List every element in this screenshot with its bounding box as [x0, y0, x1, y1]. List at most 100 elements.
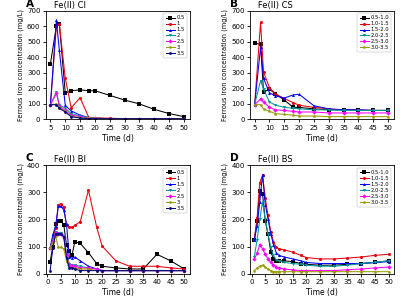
Line: 1: 1 — [48, 188, 186, 271]
2.5-3.0 — [386, 111, 390, 115]
1.5-2.0 — [372, 261, 377, 264]
0.5-1.0 — [326, 108, 331, 112]
1 — [86, 188, 91, 192]
2.0-2.5 — [261, 87, 266, 91]
3.0-3.5 — [274, 270, 279, 274]
0.5-1.0 — [271, 257, 276, 261]
1.0-1.5 — [282, 97, 287, 100]
2.5-3.0 — [274, 265, 279, 269]
2.5-3.0 — [304, 269, 309, 272]
3.5 — [114, 269, 118, 272]
1 — [67, 225, 72, 229]
1.5-2.0 — [386, 260, 391, 263]
3 — [54, 102, 59, 106]
2 — [152, 117, 157, 121]
3.0-3.5 — [386, 270, 391, 274]
X-axis label: Time (d): Time (d) — [102, 134, 134, 143]
3.0-3.5 — [255, 266, 260, 270]
0.5 — [152, 107, 157, 111]
1 — [137, 117, 142, 121]
1 — [57, 22, 62, 26]
0.5-1.0 — [331, 263, 336, 267]
1.5-2.0 — [386, 109, 390, 112]
Line: 3: 3 — [49, 103, 185, 120]
3.5 — [127, 269, 132, 272]
1.5 — [48, 103, 53, 106]
2.5 — [182, 117, 186, 121]
2.5-3.0 — [271, 263, 276, 267]
2 — [141, 269, 146, 272]
Legend: 0.5-1.0, 1.0-1.5, 1.5-2.0, 2.0-2.5, 2.5-3.0, 3.0-3.5: 0.5-1.0, 1.0-1.5, 1.5-2.0, 2.0-2.5, 2.5-… — [358, 13, 391, 52]
2.0-2.5 — [386, 259, 391, 263]
0.5 — [182, 267, 187, 271]
1.5-2.0 — [257, 200, 262, 204]
1.5 — [86, 116, 91, 119]
0.5 — [48, 260, 52, 263]
3.0-3.5 — [297, 114, 302, 118]
Line: 3.5: 3.5 — [49, 103, 185, 120]
1.0-1.5 — [258, 21, 263, 24]
3 — [78, 267, 83, 271]
2.5 — [54, 91, 59, 95]
3.5 — [168, 269, 173, 272]
3.5 — [86, 269, 91, 272]
2.5 — [92, 116, 97, 120]
2.5-3.0 — [260, 247, 265, 251]
1.5 — [107, 117, 112, 121]
2.5-3.0 — [312, 110, 316, 114]
1.5 — [94, 267, 99, 271]
3.0-3.5 — [326, 115, 331, 118]
3 — [167, 117, 172, 121]
1.5-2.0 — [341, 108, 346, 112]
1.5 — [154, 269, 159, 272]
1.5-2.0 — [326, 107, 331, 111]
3.0-3.5 — [318, 270, 322, 274]
2.5-3.0 — [298, 269, 303, 272]
0.5-1.0 — [255, 219, 260, 223]
3.0-3.5 — [260, 263, 265, 267]
1 — [62, 205, 66, 209]
2 — [182, 269, 187, 272]
3.0-3.5 — [276, 270, 281, 274]
2.0-2.5 — [266, 232, 270, 236]
0.5 — [72, 240, 77, 244]
Line: 0.5: 0.5 — [48, 219, 186, 271]
2.5-3.0 — [258, 97, 263, 101]
Text: Fe(II) BI: Fe(II) BI — [46, 155, 86, 164]
1 — [78, 96, 82, 99]
1.0-1.5 — [266, 214, 270, 217]
2 — [154, 269, 159, 272]
1.5-2.0 — [359, 262, 364, 265]
0.5-1.0 — [291, 106, 296, 109]
2.0-2.5 — [345, 263, 350, 267]
1.0-1.5 — [290, 250, 295, 254]
0.5 — [168, 259, 173, 263]
3.0-3.5 — [261, 107, 266, 111]
3 — [137, 117, 142, 121]
1.5-2.0 — [276, 254, 281, 257]
0.5 — [114, 266, 118, 270]
2 — [72, 263, 77, 267]
2.5 — [69, 113, 74, 117]
2.5-3.0 — [267, 106, 272, 109]
2.5 — [137, 117, 142, 121]
0.5-1.0 — [341, 108, 346, 112]
2.5-3.0 — [263, 252, 268, 256]
1.5 — [57, 48, 62, 52]
2.0-2.5 — [260, 200, 265, 204]
Line: 3.0-3.5: 3.0-3.5 — [253, 103, 390, 118]
2.0-2.5 — [282, 106, 287, 109]
3 — [62, 247, 66, 251]
2.0-2.5 — [263, 218, 268, 221]
1.5 — [59, 205, 64, 208]
1.0-1.5 — [372, 254, 377, 257]
2 — [122, 117, 127, 121]
0.5-1.0 — [276, 259, 281, 263]
2.5-3.0 — [261, 100, 266, 104]
0.5-1.0 — [257, 189, 262, 193]
2.5-3.0 — [291, 110, 296, 113]
1.0-1.5 — [252, 103, 257, 106]
1.5 — [70, 256, 74, 260]
1.5-2.0 — [291, 93, 296, 97]
2.5 — [86, 266, 91, 270]
